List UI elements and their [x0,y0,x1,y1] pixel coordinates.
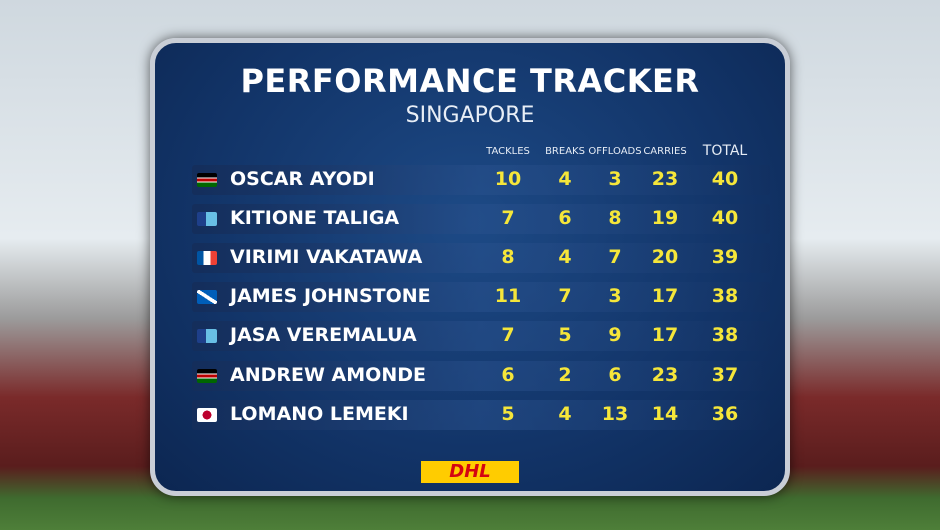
stat-value: 19 [651,207,679,229]
player-name: LOMANO LEMEKI [230,403,409,425]
stat-value: 37 [711,364,739,386]
stat-value: 39 [711,246,739,268]
stat-value: 23 [651,364,679,386]
flag-icon [197,251,217,265]
row-band [192,361,770,391]
stat-value: 9 [608,324,622,346]
stat-value: 4 [558,246,572,268]
flag-icon [197,290,217,304]
stat-value: 7 [501,324,515,346]
row-band [192,243,770,273]
stat-value: 7 [558,285,572,307]
stat-value: 5 [501,403,515,425]
row-band [192,400,770,430]
row-band [192,282,770,312]
stat-value: 6 [558,207,572,229]
stat-value: 38 [711,285,739,307]
stat-value: 7 [608,246,622,268]
player-name: OSCAR AYODI [230,168,375,190]
stat-value: 5 [558,324,572,346]
stat-value: 10 [494,168,522,190]
stat-value: 38 [711,324,739,346]
stat-value: 40 [711,168,739,190]
player-name: JAMES JOHNSTONE [230,285,431,307]
title: PERFORMANCE TRACKER [240,62,700,100]
stat-value: 14 [651,403,679,425]
row-band [192,204,770,234]
stat-value: 40 [711,207,739,229]
flag-icon [197,408,217,422]
column-header: BREAKS [545,146,585,157]
stat-value: 3 [608,285,622,307]
player-name: ANDREW AMONDE [230,364,426,386]
stat-value: 6 [501,364,515,386]
player-name: JASA VEREMALUA [230,324,417,346]
flag-icon [197,369,217,383]
stat-value: 3 [608,168,622,190]
column-header: TOTAL [702,143,748,159]
stat-value: 11 [494,285,522,307]
stat-value: 17 [651,285,679,307]
flag-icon [197,173,217,187]
stat-value: 4 [558,403,572,425]
player-name: VIRIMI VAKATAWA [230,246,423,268]
row-band [192,321,770,351]
column-header: TACKLES [486,146,530,157]
stat-value: 23 [651,168,679,190]
flag-icon [197,212,217,226]
stat-value: 8 [608,207,622,229]
column-header: OFFLOADS [588,146,642,157]
stat-value: 2 [558,364,572,386]
stat-value: 4 [558,168,572,190]
column-header: CARRIES [643,146,687,157]
sponsor-logo: DHL [421,461,519,483]
stat-value: 6 [608,364,622,386]
player-name: KITIONE TALIGA [230,207,400,229]
row-band [192,165,770,195]
flag-icon [197,329,217,343]
stat-value: 7 [501,207,515,229]
stat-value: 17 [651,324,679,346]
stat-value: 20 [651,246,679,268]
stat-value: 13 [601,403,629,425]
subtitle: SINGAPORE [405,103,535,128]
stat-value: 8 [501,246,515,268]
stat-value: 36 [711,403,739,425]
